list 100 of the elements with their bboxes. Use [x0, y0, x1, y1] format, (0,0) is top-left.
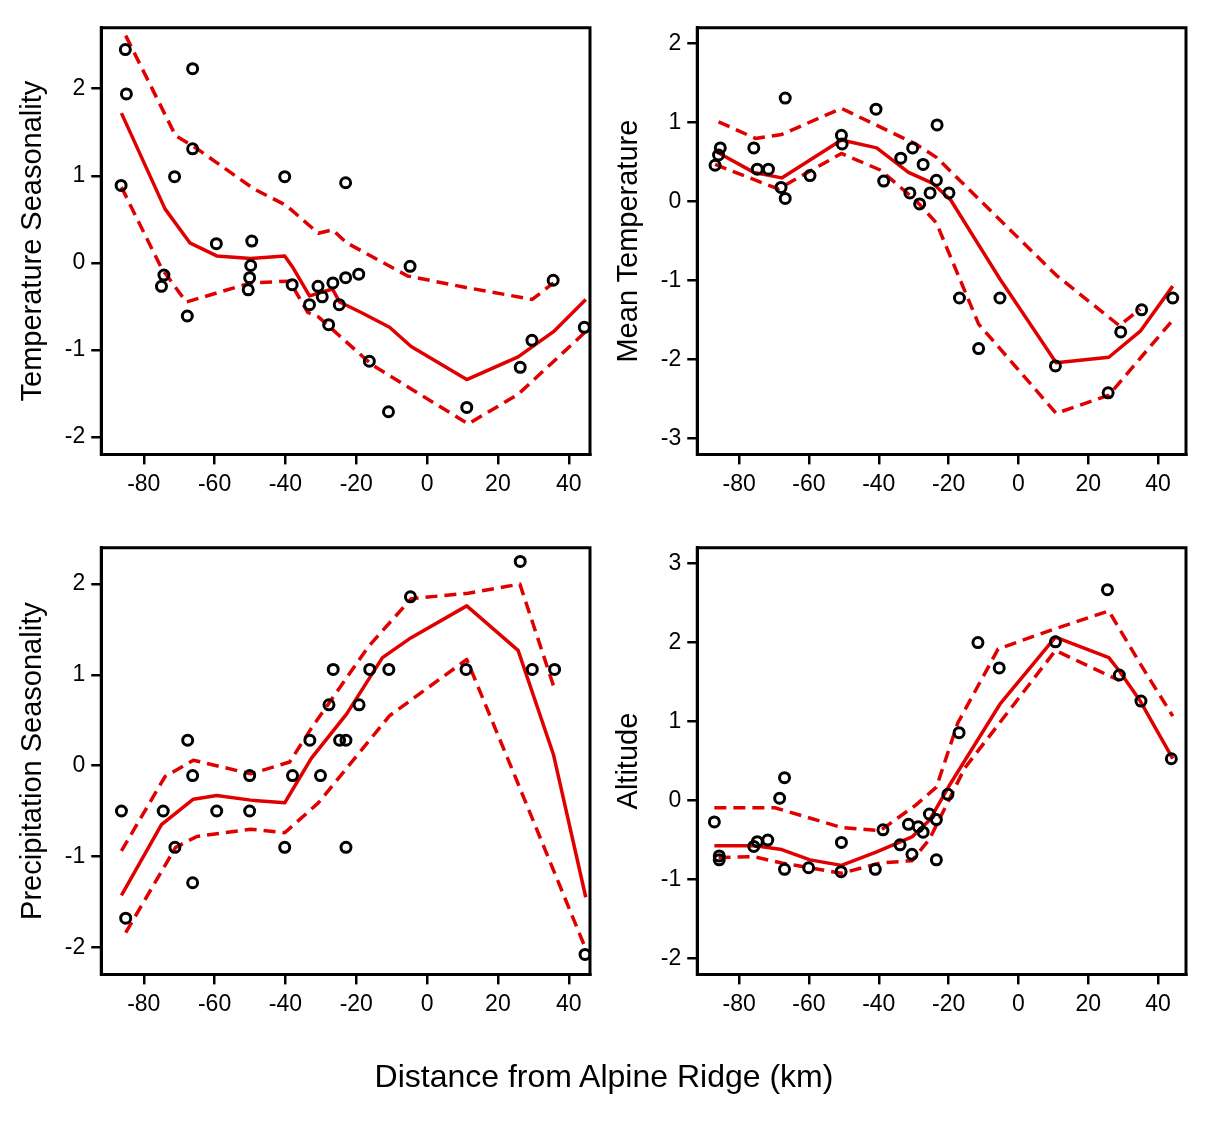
point	[210, 804, 224, 818]
y-axis-title: Precipitation Seasonality	[15, 601, 48, 920]
point	[713, 141, 727, 155]
y-tick-label: 3	[668, 548, 682, 575]
point	[802, 861, 816, 875]
point	[352, 267, 366, 281]
point	[403, 590, 417, 604]
point	[525, 662, 539, 676]
x-tick-label: -20	[931, 469, 966, 496]
x-axis-title: Distance from Alpine Ridge (km)	[373, 1058, 835, 1095]
y-axis-title: Mean Temperature	[611, 119, 644, 363]
x-tick-label: 0	[1012, 469, 1025, 496]
y-tick-label: 2	[668, 28, 682, 55]
y-tick-label: 1	[668, 706, 682, 733]
point	[303, 733, 317, 747]
point	[459, 662, 473, 676]
x-tick-label: -80	[127, 469, 161, 496]
point	[339, 271, 353, 285]
point	[916, 157, 930, 171]
point	[712, 148, 726, 162]
x-tick-label: -60	[197, 469, 232, 496]
point	[1048, 359, 1062, 373]
y-tick-label: 0	[72, 750, 86, 777]
point	[322, 698, 336, 712]
x-tick-label: -40	[862, 989, 896, 1016]
point	[186, 62, 200, 76]
point	[750, 162, 764, 176]
point	[181, 733, 195, 747]
point	[869, 102, 883, 116]
point	[548, 662, 562, 676]
point	[156, 804, 170, 818]
point	[119, 87, 133, 101]
point	[332, 298, 346, 312]
point	[326, 276, 340, 290]
point	[761, 833, 775, 847]
point	[941, 787, 955, 801]
x-tick-label: 20	[485, 469, 511, 496]
point	[352, 698, 366, 712]
y-tick-label: 1	[72, 161, 86, 188]
point	[241, 283, 255, 297]
point	[578, 947, 590, 961]
point	[315, 290, 329, 304]
point	[513, 360, 527, 374]
point	[971, 636, 985, 650]
x-tick-label: -60	[197, 989, 232, 1016]
point	[244, 258, 258, 272]
point	[186, 142, 200, 156]
point	[868, 862, 882, 876]
point	[930, 118, 944, 132]
point	[929, 173, 943, 187]
point	[1166, 291, 1180, 305]
point	[186, 876, 200, 890]
point	[834, 835, 848, 849]
point	[893, 838, 907, 852]
point	[1112, 668, 1126, 682]
point	[363, 662, 377, 676]
point	[1101, 386, 1115, 400]
x-tick-label: 20	[1075, 469, 1102, 496]
point	[773, 791, 787, 805]
point	[186, 769, 200, 783]
point	[577, 320, 590, 334]
point	[1114, 325, 1128, 339]
point	[118, 43, 132, 57]
y-tick-label: 2	[668, 627, 682, 654]
y-tick-label: -2	[660, 344, 682, 371]
point	[168, 170, 182, 184]
x-tick-label: -40	[268, 989, 303, 1016]
x-tick-label: -20	[339, 989, 373, 1016]
point	[747, 839, 761, 853]
point	[243, 804, 257, 818]
point	[157, 268, 171, 282]
point	[835, 137, 849, 151]
point	[513, 554, 527, 568]
point	[245, 234, 259, 248]
point	[894, 151, 908, 165]
point	[929, 813, 943, 827]
x-tick-label: -80	[722, 469, 756, 496]
point	[114, 178, 128, 192]
point	[903, 186, 917, 200]
y-tick-label: 0	[668, 785, 682, 812]
point	[546, 273, 560, 287]
x-tick-label: 20	[1075, 989, 1102, 1016]
point	[942, 186, 956, 200]
point	[119, 911, 133, 925]
point	[313, 769, 327, 783]
point	[322, 318, 336, 332]
point	[750, 835, 764, 849]
point	[922, 807, 936, 821]
y-tick-label: 0	[72, 248, 86, 275]
x-tick-label: -60	[792, 989, 826, 1016]
point	[114, 804, 128, 818]
x-tick-label: 40	[555, 469, 582, 496]
point	[525, 333, 539, 347]
point	[1048, 635, 1062, 649]
point	[243, 271, 257, 285]
point	[913, 197, 927, 211]
point	[774, 180, 788, 194]
point	[929, 853, 943, 867]
point	[1100, 583, 1114, 597]
y-tick-label: -1	[660, 265, 682, 292]
